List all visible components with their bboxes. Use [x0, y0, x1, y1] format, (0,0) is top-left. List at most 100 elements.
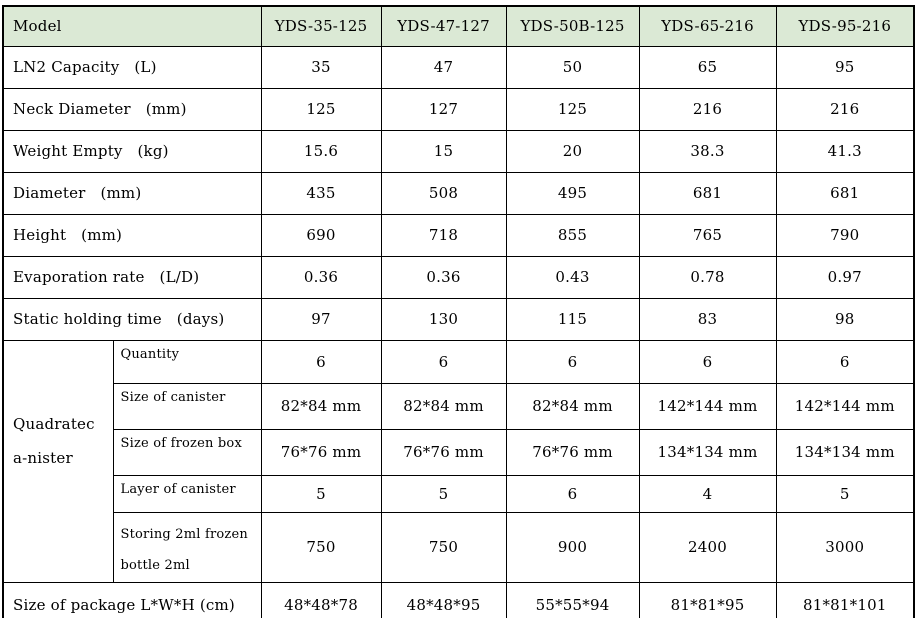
value-cell: 765: [638, 213, 777, 257]
sub-label-line: Storing 2ml frozen: [120, 526, 248, 542]
value-cell: 98: [775, 297, 915, 341]
value-cell: 76*76 mm: [380, 428, 507, 476]
value-cell: 35: [260, 45, 382, 89]
column-header-yds-47-127: YDS-47-127: [380, 5, 507, 47]
value-cell: 0.36: [260, 255, 382, 299]
value-cell: 47: [380, 45, 507, 89]
table-row-quantity: Quadratec a-nister Quantity 6 6 6 6 6: [2, 339, 915, 584]
value-cell: 125: [505, 87, 640, 131]
value-cell: 855: [505, 213, 640, 257]
sub-label-cell: Size of frozen box: [112, 428, 262, 476]
row-label-cell: LN2 Capacity (L): [2, 45, 262, 89]
value-cell: 48*48*95: [380, 582, 507, 618]
value-cell: 4: [638, 474, 777, 513]
value-cell: 15.6: [260, 129, 382, 173]
value-cell: 127: [380, 87, 507, 131]
table-row-height: Height (mm) 690 718 855 765 790: [2, 213, 915, 257]
row-label-cell: Diameter (mm): [2, 171, 262, 215]
header-row: Model YDS-35-125 YDS-47-127 YDS-50B-125 …: [2, 5, 915, 47]
sub-label-line: bottle 2ml: [120, 558, 190, 574]
value-cell: 20: [505, 129, 640, 173]
value-cell: 718: [380, 213, 507, 257]
value-cell: 6: [260, 339, 382, 384]
table-row-neck-diameter: Neck Diameter (mm) 125 127 125 216 216: [2, 87, 915, 131]
value-cell: 3000: [775, 511, 915, 584]
value-cell: 82*84 mm: [380, 382, 507, 430]
value-cell: 6: [775, 339, 915, 384]
group-label-line: Quadratec: [13, 414, 95, 433]
sub-label-cell: Layer of canister: [112, 474, 262, 513]
column-header-yds-95-216: YDS-95-216: [775, 5, 915, 47]
table-row-weight-empty: Weight Empty (kg) 15.6 15 20 38.3 41.3: [2, 129, 915, 173]
sub-label-cell: Size of canister: [112, 382, 262, 430]
table-row-diameter: Diameter (mm) 435 508 495 681 681: [2, 171, 915, 215]
value-cell: 142*144 mm: [775, 382, 915, 430]
value-cell: 48*48*78: [260, 582, 382, 618]
value-cell: 15: [380, 129, 507, 173]
value-cell: 2400: [638, 511, 777, 584]
value-cell: 681: [638, 171, 777, 215]
value-cell: 6: [505, 474, 640, 513]
value-cell: 76*76 mm: [260, 428, 382, 476]
value-cell: 5: [260, 474, 382, 513]
group-label-line: a-nister: [13, 449, 73, 468]
value-cell: 55*55*94: [505, 582, 640, 618]
value-cell: 134*134 mm: [638, 428, 777, 476]
value-cell: 115: [505, 297, 640, 341]
sub-label-cell: Quantity: [112, 339, 262, 384]
row-label-cell: Neck Diameter (mm): [2, 87, 262, 131]
value-cell: 5: [380, 474, 507, 513]
value-cell: 0.43: [505, 255, 640, 299]
table-row-evaporation-rate: Evaporation rate (L/D) 0.36 0.36 0.43 0.…: [2, 255, 915, 299]
table-row-size-of-frozen-box: Size of frozen box 76*76 mm 76*76 mm 76*…: [3, 428, 915, 476]
row-label-cell: Height (mm): [2, 213, 262, 257]
table-row-ln2-capacity: LN2 Capacity (L) 35 47 50 65 95: [2, 45, 915, 89]
value-cell: 65: [638, 45, 777, 89]
column-header-yds-50b-125: YDS-50B-125: [505, 5, 640, 47]
column-header-yds-65-216: YDS-65-216: [638, 5, 777, 47]
value-cell: 6: [505, 339, 640, 384]
value-cell: 0.97: [775, 255, 915, 299]
value-cell: 900: [505, 511, 640, 584]
value-cell: 6: [638, 339, 777, 384]
value-cell: 142*144 mm: [638, 382, 777, 430]
value-cell: 130: [380, 297, 507, 341]
model-header-cell: Model: [2, 5, 262, 47]
value-cell: 0.78: [638, 255, 777, 299]
sub-label-cell: Storing 2ml frozen bottle 2ml: [112, 511, 262, 584]
value-cell: 125: [260, 87, 382, 131]
row-label-cell: Evaporation rate (L/D): [2, 255, 262, 299]
value-cell: 76*76 mm: [505, 428, 640, 476]
value-cell: 82*84 mm: [260, 382, 382, 430]
value-cell: 81*81*95: [638, 582, 777, 618]
group-label-cell: Quadratec a-nister: [2, 339, 114, 584]
value-cell: 97: [260, 297, 382, 341]
table-row-storing-frozen-bottle: Storing 2ml frozen bottle 2ml 750 750 90…: [3, 511, 915, 584]
value-cell: 6: [380, 339, 507, 384]
value-cell: 41.3: [775, 129, 915, 173]
value-cell: 38.3: [638, 129, 777, 173]
value-cell: 750: [380, 511, 507, 584]
row-label-cell: Weight Empty (kg): [2, 129, 262, 173]
value-cell: 790: [775, 213, 915, 257]
row-label-cell: Size of package L*W*H (cm): [2, 582, 262, 618]
value-cell: 216: [638, 87, 777, 131]
value-cell: 134*134 mm: [775, 428, 915, 476]
column-header-yds-35-125: YDS-35-125: [260, 5, 382, 47]
value-cell: 435: [260, 171, 382, 215]
value-cell: 216: [775, 87, 915, 131]
value-cell: 83: [638, 297, 777, 341]
value-cell: 0.36: [380, 255, 507, 299]
value-cell: 95: [775, 45, 915, 89]
value-cell: 50: [505, 45, 640, 89]
value-cell: 750: [260, 511, 382, 584]
value-cell: 82*84 mm: [505, 382, 640, 430]
value-cell: 5: [775, 474, 915, 513]
value-cell: 690: [260, 213, 382, 257]
row-label-cell: Static holding time (days): [2, 297, 262, 341]
table-row-layer-of-canister: Layer of canister 5 5 6 4 5: [3, 474, 915, 513]
table-row-size-of-canister: Size of canister 82*84 mm 82*84 mm 82*84…: [3, 382, 915, 430]
value-cell: 81*81*101: [775, 582, 915, 618]
value-cell: 681: [775, 171, 915, 215]
